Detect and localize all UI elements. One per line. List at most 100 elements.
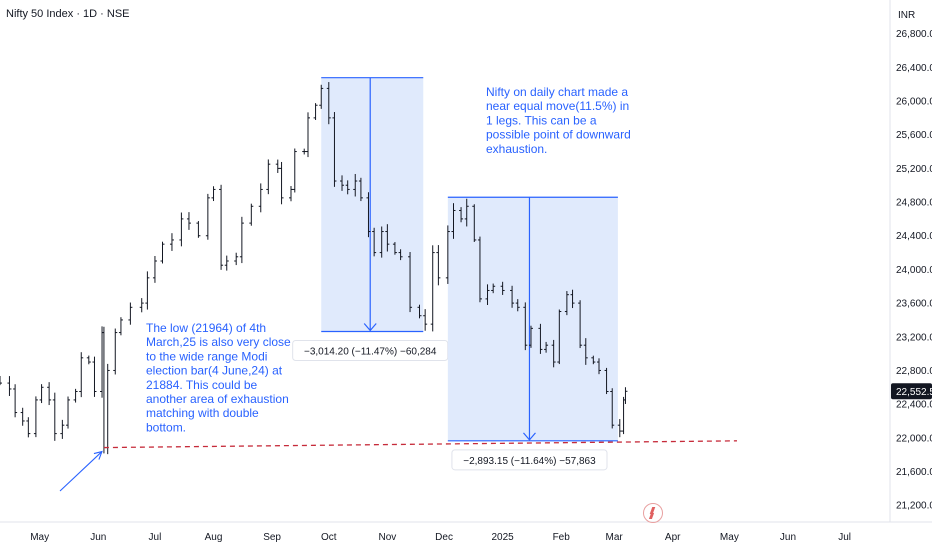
price-bar: [196, 221, 201, 238]
price-bar: [597, 358, 602, 375]
price-bar: [358, 177, 363, 202]
price-bar: [423, 309, 428, 331]
time-tick-label: Oct: [321, 532, 337, 543]
time-tick-label: Apr: [665, 532, 681, 543]
support-dashed-line: [103, 440, 737, 449]
price-bar: [292, 148, 297, 193]
price-bar: [249, 203, 254, 226]
price-tick-label: 24,800.00: [896, 198, 932, 209]
price-bar: [86, 355, 91, 365]
note-left: The low (21964) of 4th March,25 is also v…: [146, 321, 291, 434]
time-tick-label: 2025: [492, 532, 515, 543]
price-bar: [617, 419, 622, 438]
price-axis[interactable]: 21,200.00 21,600.00 22,000.00 22,400.00 22,8…: [889, 0, 932, 522]
note-right-line: near equal move(11.5%) in: [486, 99, 629, 113]
price-bar: [92, 356, 97, 397]
time-tick-label: Jun: [90, 532, 106, 543]
range-1-arrow-head-icon: [363, 323, 377, 332]
price-bar: [464, 198, 469, 227]
range-1-label-bg: [292, 339, 449, 361]
time-tick-label: Aug: [205, 532, 223, 543]
price-bar: [557, 309, 562, 365]
price-bar: [266, 159, 271, 195]
price-bar: [79, 352, 84, 398]
price-bar: [224, 255, 229, 271]
price-bar: [591, 355, 596, 365]
note-left-line: The low (21964) of 4th: [146, 321, 266, 335]
price-bar: [279, 161, 284, 205]
price-bar: [211, 186, 216, 202]
price-bar: [152, 256, 157, 283]
price-tick-label: 25,600.00: [896, 130, 932, 141]
flash-logo-icon[interactable]: [643, 503, 663, 523]
time-tick-label: Jul: [838, 532, 851, 543]
price-bar: [275, 159, 280, 173]
price-bar: [538, 323, 543, 354]
range-2-box: [447, 197, 618, 441]
range-2-label-bg: [451, 449, 608, 471]
price-bar: [345, 180, 350, 195]
price-bar: [408, 252, 413, 313]
range-1-box: [321, 77, 424, 332]
price-bar: [319, 84, 324, 109]
symbol-title[interactable]: Nifty 50 Index · 1D · NSE: [6, 8, 130, 20]
price-bar: [523, 302, 528, 351]
price-bar: [302, 148, 307, 155]
note-right-line: 1 legs. This can be a: [486, 113, 597, 127]
price-bar: [33, 396, 38, 438]
price-bar: [583, 338, 588, 365]
price-tick-label: 24,000.00: [896, 265, 932, 276]
note-left-line: bottom.: [146, 420, 186, 434]
note-left-line: matching with double: [146, 406, 259, 420]
time-tick-label: Dec: [435, 532, 453, 543]
price-bar: [326, 82, 331, 125]
price-bar: [472, 204, 477, 242]
price-tick-label: 25,200.00: [896, 164, 932, 175]
price-bar: [145, 271, 150, 310]
pointer-arrow-head-icon: [93, 450, 103, 460]
price-bar: [239, 216, 244, 264]
price-bar: [39, 384, 44, 404]
price-bar: [186, 212, 191, 230]
price-bar: [73, 388, 78, 403]
price-bar: [169, 233, 174, 251]
last-price-badge: [891, 383, 932, 400]
note-right: Nifty on daily chart made a near equal mo…: [486, 85, 631, 156]
price-bar: [379, 226, 384, 258]
price-bar: [105, 363, 110, 455]
overlay-layer: Nifty on daily chart made a near equal mo…: [59, 85, 737, 492]
time-tick-label: May: [720, 532, 739, 543]
price-bar: [258, 183, 263, 213]
price-bar: [306, 112, 311, 158]
price-tick-label: 22,800.00: [896, 366, 932, 377]
price-tick-label: 23,200.00: [896, 332, 932, 343]
price-bar: [139, 298, 144, 313]
price-bar: [47, 382, 52, 406]
range-2-arrow-head-icon: [523, 432, 536, 441]
price-bar: [0, 376, 2, 386]
note-left-line: March,25 is also very close: [146, 335, 291, 349]
note-left-line: another area of exhaustion: [146, 392, 289, 406]
note-left-line: to the wide range Modi: [146, 349, 267, 363]
price-bar: [544, 341, 549, 353]
price-bar: [604, 367, 609, 395]
price-bar: [459, 207, 464, 223]
price-bar: [118, 317, 123, 336]
time-tick-label: Feb: [553, 532, 571, 543]
price-bar: [340, 175, 345, 191]
price-tick-label: 22,400.00: [896, 400, 932, 411]
price-bar: [430, 245, 435, 332]
price-bar: [477, 236, 482, 303]
price-tick-label: 23,600.00: [896, 299, 932, 310]
time-axis[interactable]: May Jun Jul Aug Sep Oct Nov Dec 2025 Feb Mar Apr May…: [0, 521, 932, 543]
note-left-line: 21884. This could be: [146, 378, 258, 392]
note-right-line: exhaustion.: [486, 142, 547, 156]
range-2-label: −2,893.15 (−11.64%) −57,863: [463, 456, 596, 467]
price-bar: [13, 384, 18, 418]
price-tick-label: 21,600.00: [896, 467, 932, 478]
currency-label: INR: [898, 10, 916, 21]
price-bar: [60, 419, 65, 439]
price-bar: [398, 249, 403, 261]
price-bar: [417, 304, 422, 319]
